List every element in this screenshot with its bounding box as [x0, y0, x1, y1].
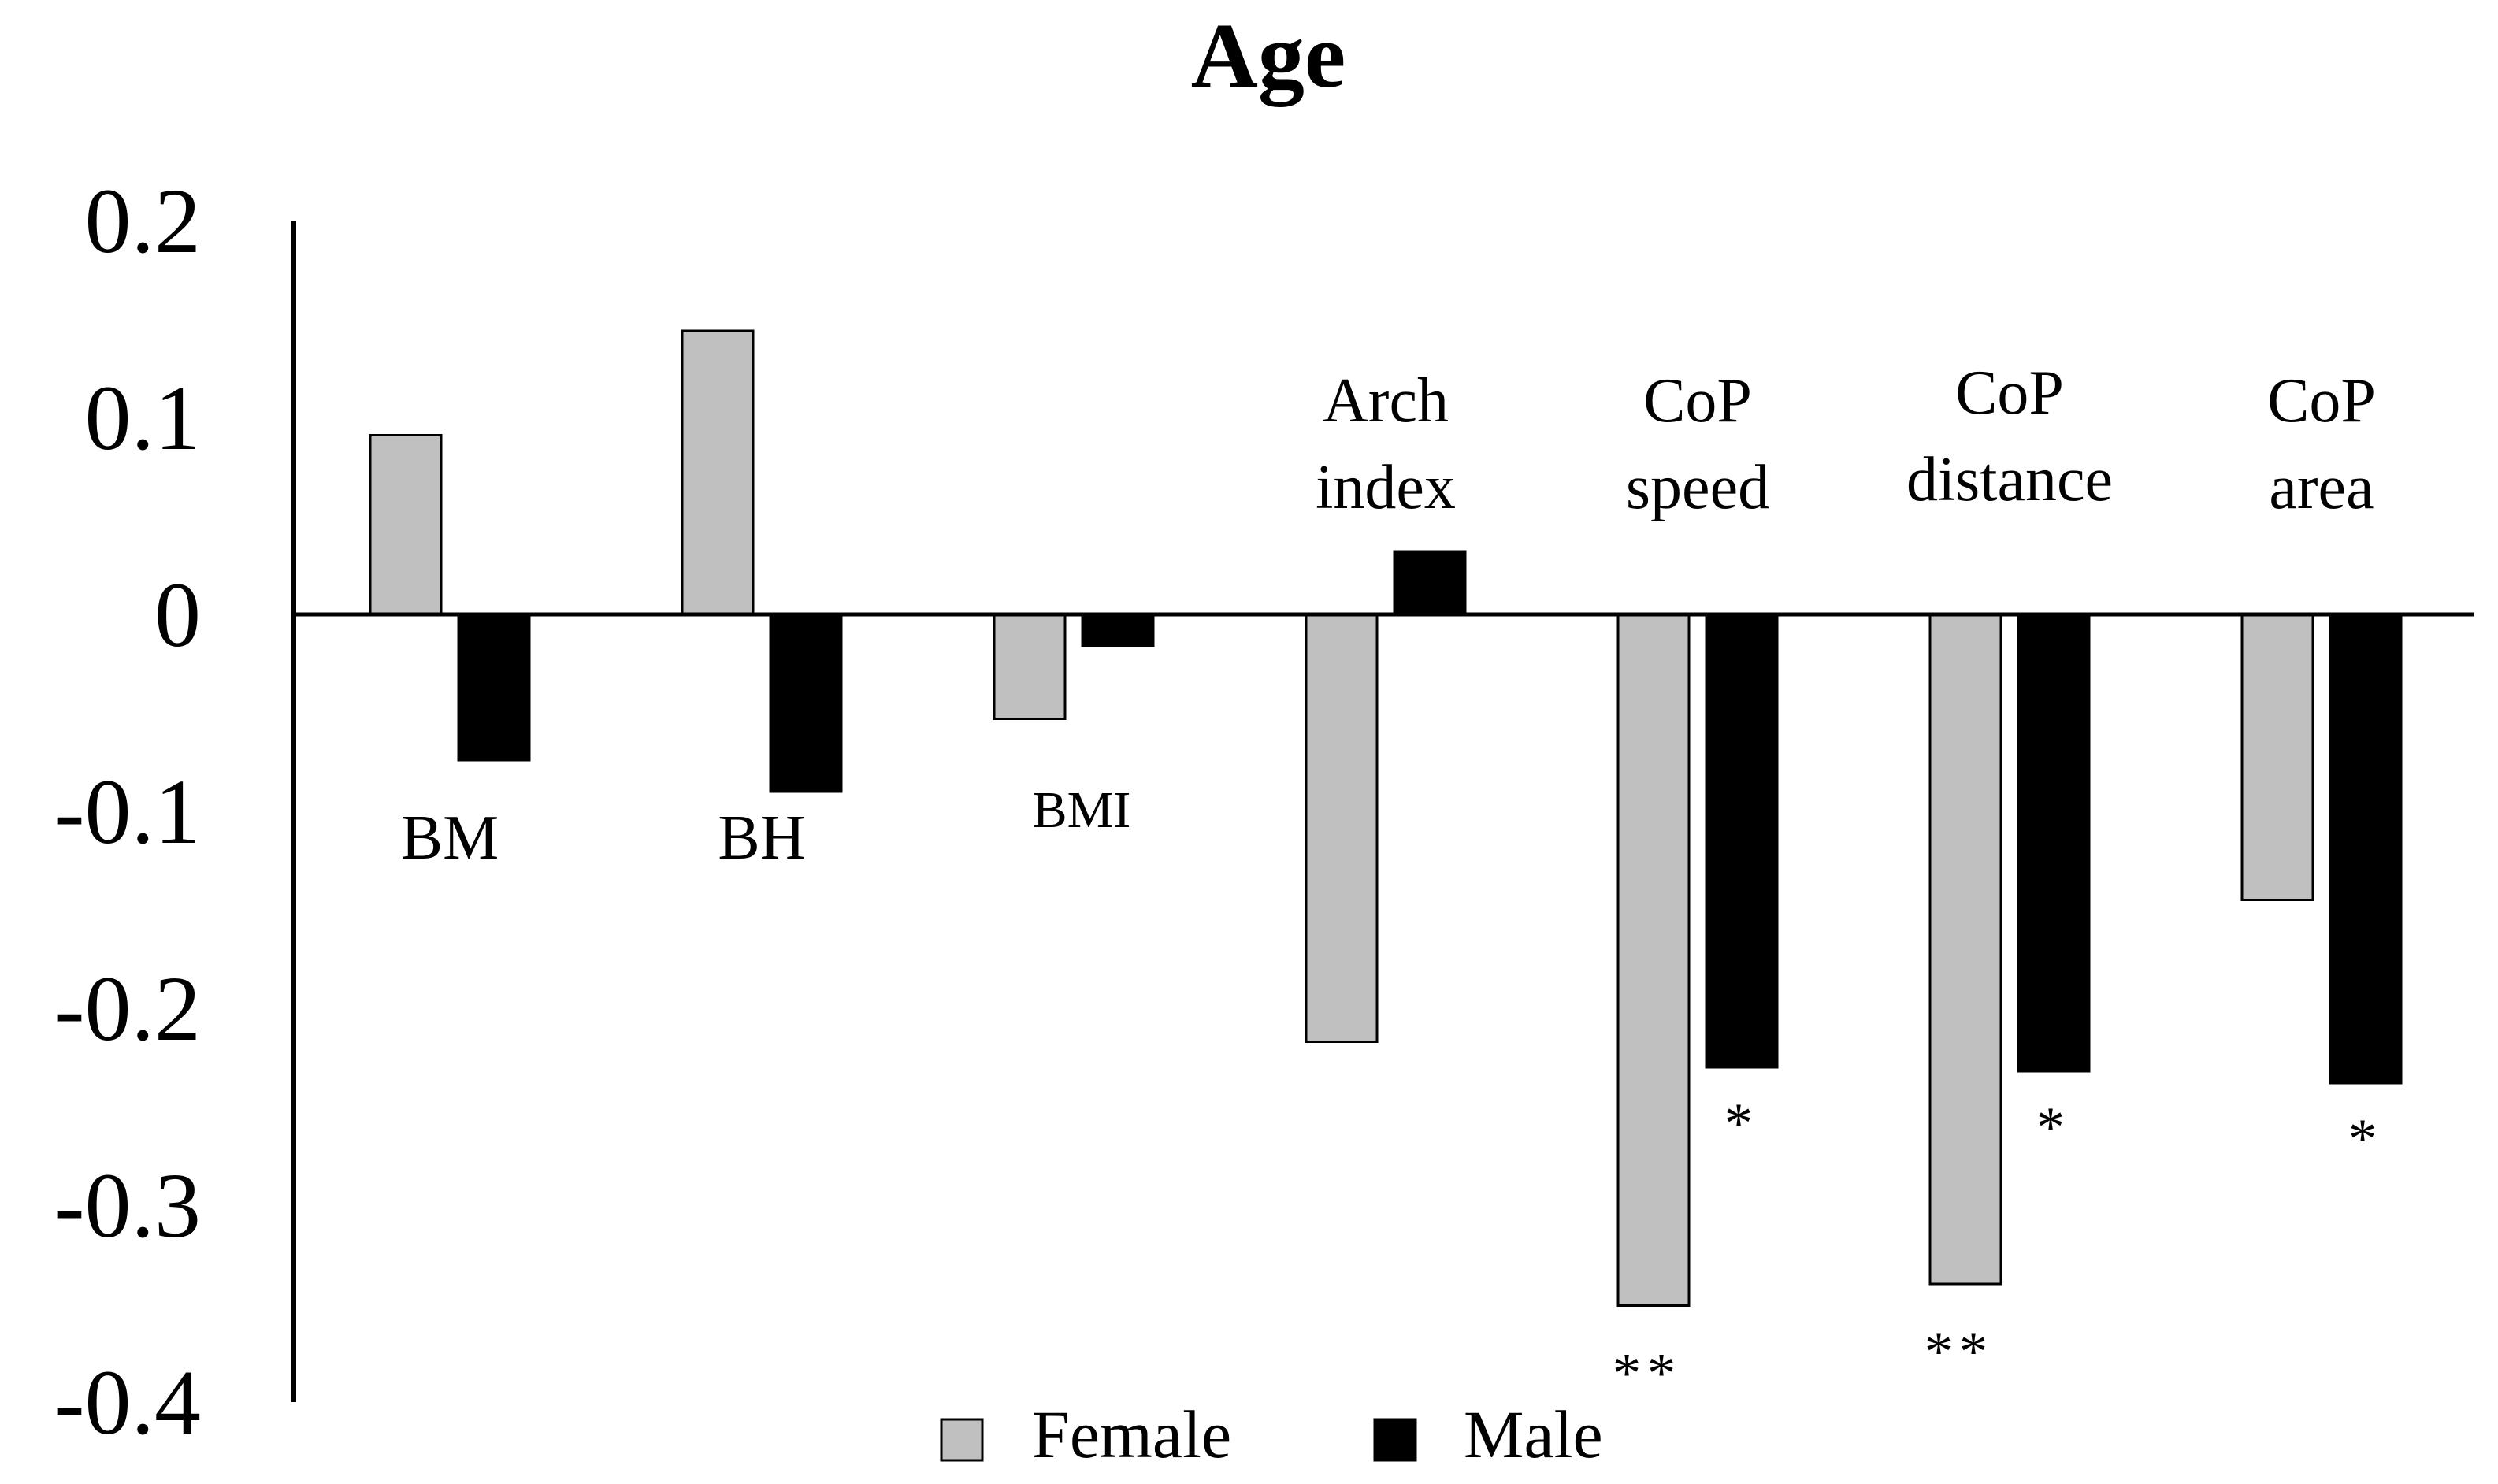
legend: Female Male	[940, 1397, 1603, 1472]
category-label: Arch	[1323, 366, 1449, 436]
legend-label-male: Male	[1464, 1397, 1603, 1472]
legend-label-female: Female	[1032, 1397, 1231, 1472]
category-labels: BM BH BMI Arch index CoP speed CoP distance CoP ar…	[401, 358, 2376, 873]
category-label: CoP	[2267, 366, 2376, 436]
category-label: distance	[1906, 445, 2113, 514]
bar-male-3	[1393, 550, 1467, 616]
bar-female-2	[993, 613, 1067, 720]
y-tick-label: -0.2	[54, 957, 201, 1060]
significance-marker: *	[2348, 1107, 2383, 1171]
legend-swatch-male	[1373, 1418, 1417, 1462]
y-tick-label: -0.3	[54, 1154, 201, 1257]
bar-female-5	[1928, 613, 2002, 1286]
y-tick-label: -0.4	[54, 1351, 201, 1454]
significance-marker: **	[1613, 1342, 1682, 1405]
y-tick-label: 0	[154, 563, 201, 666]
y-tick-label: 0.1	[85, 366, 202, 469]
chart-title: Age	[1191, 4, 1346, 107]
bar-female-6	[2240, 613, 2314, 901]
category-label: CoP	[1955, 358, 2064, 428]
category-label: BH	[718, 803, 805, 873]
bar-male-2	[1081, 613, 1155, 647]
bar-female-4	[1616, 613, 1691, 1307]
bar-female-1	[681, 329, 755, 616]
bar-male-0	[457, 613, 531, 762]
significance-marker: **	[1925, 1320, 1994, 1383]
significance-marker: *	[1724, 1092, 1759, 1155]
category-label: index	[1316, 453, 1456, 522]
bars	[369, 329, 2403, 1307]
bar-male-5	[2017, 613, 2091, 1073]
significance-marker: *	[2036, 1096, 2071, 1159]
bar-male-1	[769, 613, 843, 793]
y-axis: 0.2 0.1 0 -0.1 -0.2 -0.3 -0.4	[54, 169, 296, 1454]
y-tick-label: 0.2	[85, 169, 202, 273]
category-label: CoP	[1643, 366, 1752, 436]
y-tick-label: -0.1	[54, 760, 201, 863]
bar-female-3	[1305, 613, 1379, 1043]
category-label: BMI	[1033, 781, 1131, 839]
category-label: BM	[401, 803, 499, 873]
bar-male-4	[1705, 613, 1779, 1069]
bar-female-0	[369, 434, 443, 616]
category-label: speed	[1626, 453, 1769, 522]
category-label: area	[2269, 453, 2374, 522]
significance-markers: ****** *	[1613, 1092, 2383, 1405]
bar-male-6	[2329, 613, 2403, 1085]
legend-swatch-female	[940, 1418, 984, 1462]
